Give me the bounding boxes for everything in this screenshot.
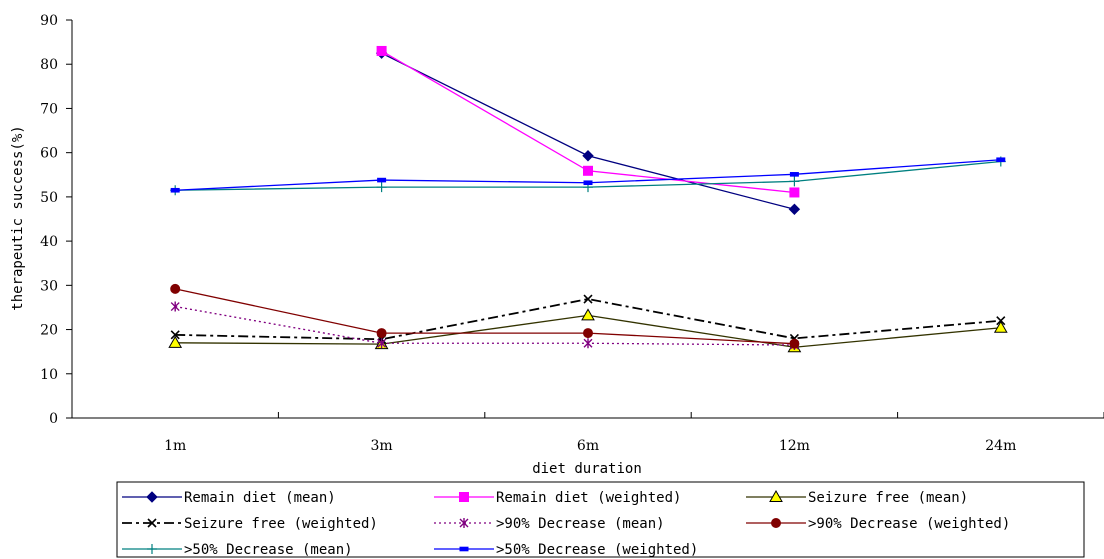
y-tick-label: 50 (40, 190, 58, 206)
data-point (583, 165, 593, 176)
legend-item: >90% Decrease (mean) (434, 516, 665, 532)
data-point (170, 187, 180, 193)
data-point (583, 328, 593, 339)
legend-marker (146, 491, 158, 503)
legend-marker (459, 546, 469, 552)
series-line (175, 298, 1001, 341)
legend-item: Remain diet (weighted) (434, 490, 681, 506)
x-axis-title: diet duration (532, 461, 642, 477)
data-point (377, 177, 387, 183)
data-point (376, 45, 387, 56)
data-point (170, 301, 180, 312)
y-axis-title: therapeutic success(%) (10, 125, 26, 310)
y-tick-label: 60 (40, 146, 58, 162)
series-line (175, 288, 795, 345)
data-point (789, 176, 800, 187)
legend-marker (459, 518, 469, 528)
legend-marker (771, 518, 781, 528)
y-tick-label: 10 (40, 367, 58, 383)
legend-marker (147, 544, 157, 554)
y-tick-label: 70 (40, 101, 58, 117)
y-tick-label: 0 (49, 411, 58, 427)
legend-label: >50% Decrease (mean) (184, 542, 353, 558)
legend-item: >50% Decrease (mean) (122, 542, 353, 558)
data-point (376, 182, 387, 193)
legend-marker (459, 492, 469, 502)
y-tick-label: 30 (40, 278, 58, 294)
legend: Remain diet (mean) Remain diet (weighted)… (116, 481, 1085, 558)
data-point (376, 328, 387, 339)
y-tick-label: 20 (40, 323, 58, 339)
y-tick-label: 90 (40, 13, 58, 29)
axes: 0 10 20 30 40 50 60 70 80 90 1m 3m 6m 12m 24m (40, 13, 1104, 454)
x-tick-label: 6m (577, 438, 599, 454)
x-tick-label: 12m (779, 438, 810, 454)
data-point (582, 150, 594, 162)
legend-label: Seizure free (mean) (808, 490, 968, 506)
y-tick-label: 80 (40, 57, 58, 73)
legend-item: Seizure free (mean) (746, 489, 968, 506)
data-point (170, 330, 180, 340)
legend-label: >90% Decrease (mean) (496, 516, 665, 532)
data-point (377, 338, 387, 349)
legend-label: Remain diet (weighted) (496, 490, 681, 506)
data-point (168, 335, 183, 348)
x-tick-label: 1m (164, 438, 186, 454)
x-tick-label: 3m (371, 438, 393, 454)
x-tick-label: 24m (985, 438, 1016, 454)
series-50-decrease-weighted (170, 157, 1006, 193)
data-point (170, 283, 181, 294)
data-point (583, 294, 593, 304)
legend-label: >50% Decrease (weighted) (496, 542, 698, 558)
legend-marker (147, 518, 157, 528)
legend-label: Remain diet (mean) (184, 490, 336, 506)
data-point (993, 320, 1008, 333)
data-point (789, 172, 799, 177)
legend-label: >90% Decrease (weighted) (808, 516, 1010, 532)
series-layer (168, 45, 1008, 353)
data-point (583, 180, 593, 186)
data-point (583, 338, 593, 349)
series-50-decrease-mean (170, 156, 1006, 196)
legend-box (116, 481, 1085, 558)
series-remain-diet-weighted (376, 45, 800, 198)
data-point (996, 316, 1006, 326)
data-point (996, 157, 1006, 163)
legend-item: >50% Decrease (weighted) (434, 542, 698, 558)
legend-item: >90% Decrease (weighted) (746, 516, 1010, 532)
legend-item: Seizure free (weighted) (122, 516, 378, 532)
data-point (581, 308, 595, 321)
data-point (788, 203, 801, 215)
data-point (789, 338, 800, 349)
legend-marker (769, 489, 783, 502)
y-tick-label: 40 (40, 234, 58, 250)
series-90-decrease-weighted (170, 283, 800, 349)
data-point (789, 187, 800, 198)
legend-item: Remain diet (mean) (122, 490, 336, 506)
legend-label: Seizure free (weighted) (184, 516, 378, 532)
